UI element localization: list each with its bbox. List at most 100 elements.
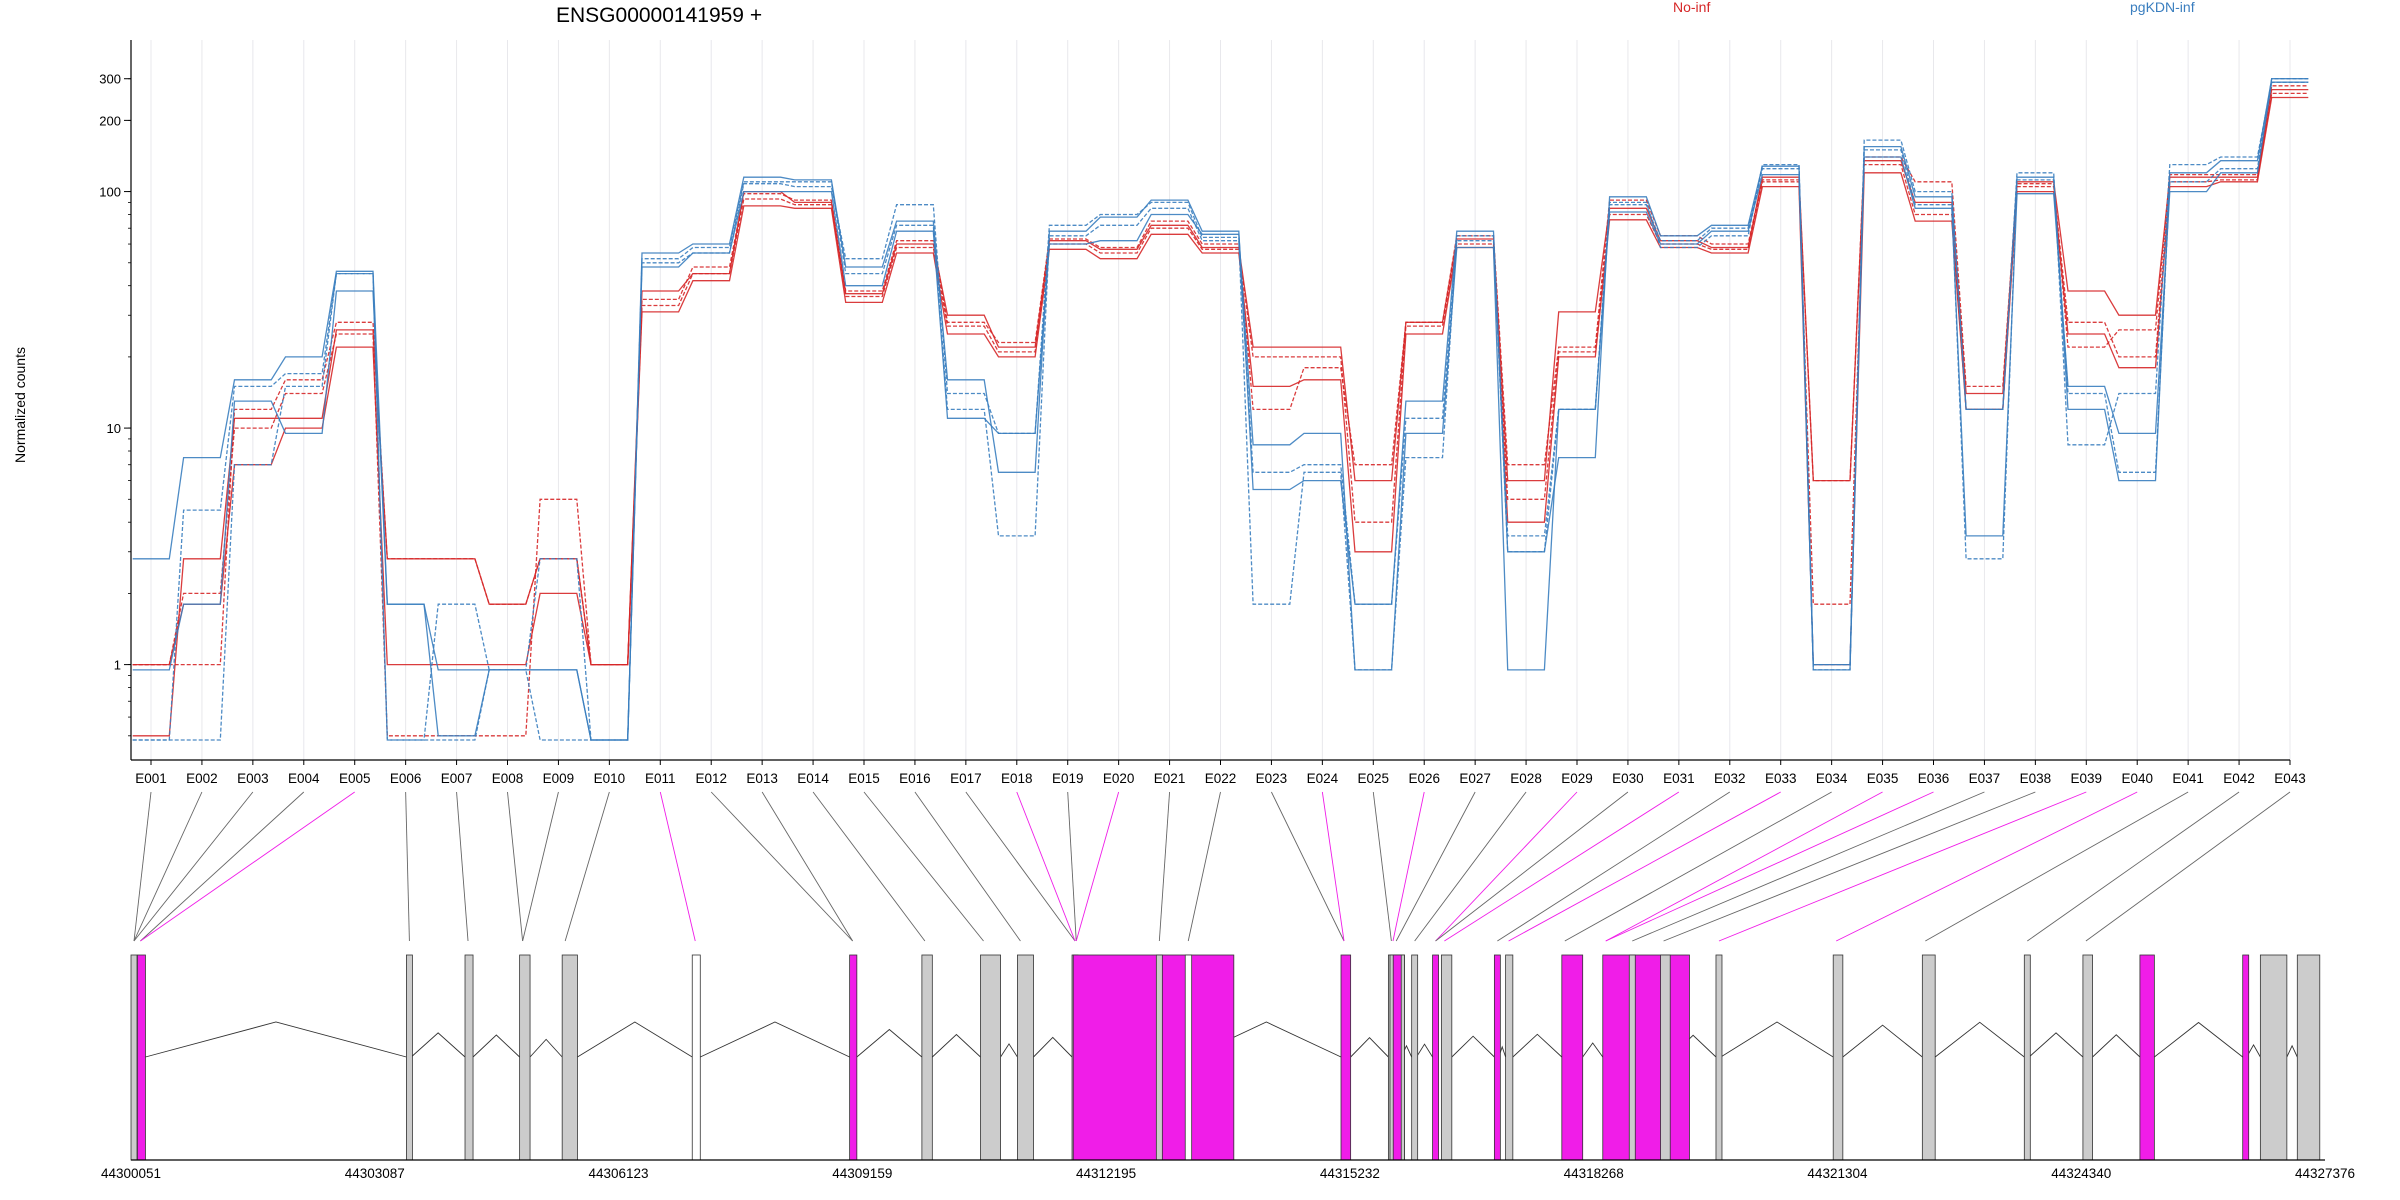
connector-E030 [1435, 791, 1629, 942]
intron-chevron [577, 1021, 693, 1058]
exon-block [2242, 954, 2250, 1161]
exon-block [849, 954, 858, 1161]
genomic-coordinate-label: 44327376 [2295, 1166, 2355, 1181]
connector-E021 [1158, 791, 1171, 942]
connector-E024 [1321, 791, 1345, 942]
connector-E012 [710, 791, 853, 942]
exon-block [980, 954, 1001, 1161]
connector-E042 [2027, 791, 2240, 942]
connector-E031 [1444, 791, 1680, 942]
intron-chevron [1451, 1035, 1495, 1058]
connector-E034 [1564, 791, 1832, 942]
intron-chevron [1033, 1036, 1073, 1058]
exon-block [1411, 954, 1419, 1161]
connector-E011 [659, 791, 696, 942]
intron-chevron [932, 1033, 981, 1058]
exon-block [1832, 954, 1844, 1161]
connector-E001 [133, 791, 152, 942]
exon-connectors [133, 791, 2291, 942]
intron-chevron [1720, 1021, 1834, 1058]
exon-label-E040: E040 [2121, 771, 2153, 786]
connector-E018 [1016, 791, 1076, 942]
y-axis-label: Normalized counts [12, 347, 28, 463]
exon-block [1921, 954, 1936, 1161]
connector-E004 [140, 791, 305, 942]
y-tick-label: 200 [99, 113, 121, 128]
exon-label-E035: E035 [1867, 771, 1899, 786]
exon-label-E021: E021 [1154, 771, 1186, 786]
intron-chevron [1350, 1037, 1389, 1058]
exon-label-E008: E008 [492, 771, 524, 786]
connector-E032 [1497, 791, 1731, 942]
connector-E038 [1663, 791, 2036, 942]
exon-block [1340, 954, 1352, 1161]
exon-label-E015: E015 [848, 771, 880, 786]
exon-label-E019: E019 [1052, 771, 1084, 786]
exon-block [1561, 954, 1584, 1161]
exon-label-E036: E036 [1918, 771, 1950, 786]
exon-label-E017: E017 [950, 771, 982, 786]
exon-label-E043: E043 [2274, 771, 2306, 786]
connector-E002 [133, 791, 203, 942]
series-line-no-inf-2 [132, 92, 2309, 737]
connector-E016 [914, 791, 1021, 942]
genomic-coordinate-label: 44321304 [1807, 1166, 1868, 1181]
connector-E025 [1372, 791, 1392, 942]
intron-chevron [2092, 1034, 2141, 1058]
connector-E013 [761, 791, 854, 942]
exon-block [1440, 954, 1453, 1161]
exon-block [1493, 954, 1501, 1161]
exon-block [1155, 954, 1163, 1161]
exon-block [2259, 954, 2288, 1161]
intron-chevron [1000, 1043, 1018, 1058]
exon-label-E007: E007 [441, 771, 473, 786]
exon-label-E003: E003 [237, 771, 269, 786]
legend-entry-no-inf: No-inf [1673, 0, 1710, 15]
intron-chevron [1416, 1043, 1433, 1058]
exon-label-E031: E031 [1663, 771, 1695, 786]
exon-label-E034: E034 [1816, 771, 1848, 786]
connector-E015 [863, 791, 984, 942]
y-tick-label: 300 [99, 72, 121, 87]
connector-E008 [507, 791, 524, 942]
exon-label-E032: E032 [1714, 771, 1746, 786]
exon-label-E014: E014 [797, 771, 829, 786]
exon-block [2023, 954, 2031, 1161]
connector-E041 [1925, 791, 2189, 942]
connector-E017 [965, 791, 1076, 942]
intron-chevron [2154, 1021, 2243, 1058]
intron-chevron [145, 1021, 407, 1058]
connector-E036 [1605, 791, 1934, 942]
connector-E022 [1187, 791, 1221, 942]
intron-chevron [1842, 1024, 1923, 1058]
intron-chevron [410, 1032, 466, 1058]
exon-label-E029: E029 [1561, 771, 1593, 786]
exon-block [1715, 954, 1723, 1161]
connector-E006 [405, 791, 410, 942]
exon-label-E033: E033 [1765, 771, 1797, 786]
intron-chevron [529, 1038, 563, 1058]
exon-label-E005: E005 [339, 771, 371, 786]
exon-block [2082, 954, 2093, 1161]
exon-block [130, 954, 138, 1161]
connector-E009 [522, 791, 559, 942]
exon-label-E020: E020 [1103, 771, 1135, 786]
connector-E040 [1836, 791, 2138, 942]
connector-E020 [1075, 791, 1120, 942]
genomic-coordinate-label: 44306123 [588, 1166, 648, 1181]
exon-block [1505, 954, 1514, 1161]
series-line-pgkdn-inf-8 [132, 81, 2309, 741]
exon-label-E027: E027 [1459, 771, 1491, 786]
y-tick-label: 100 [99, 185, 121, 200]
y-tick-label: 10 [107, 421, 121, 436]
exon-label-E013: E013 [746, 771, 778, 786]
exon-label-E028: E028 [1510, 771, 1542, 786]
exon-label-E002: E002 [186, 771, 218, 786]
genomic-coordinate-label: 44312195 [1076, 1166, 1136, 1181]
connector-E023 [1271, 791, 1345, 942]
intron-chevron [2028, 1032, 2084, 1058]
exon-label-E042: E042 [2223, 771, 2255, 786]
connector-E014 [812, 791, 926, 942]
exon-label-E037: E037 [1969, 771, 2001, 786]
